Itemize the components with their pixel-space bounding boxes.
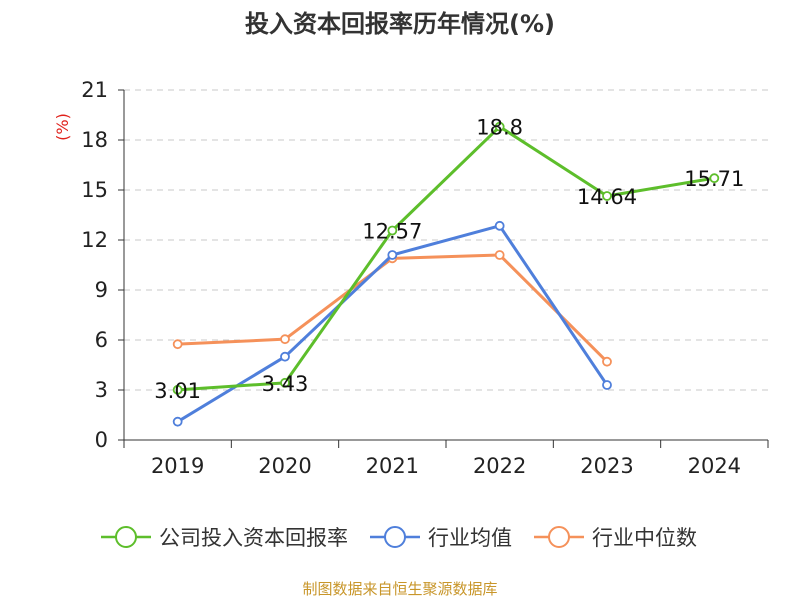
- data-point-2-2019[interactable]: [172, 339, 183, 350]
- x-tick-label-2019: 2019: [151, 454, 204, 478]
- legend-swatch-marker: [384, 526, 406, 548]
- y-tick-label: 0: [95, 428, 108, 452]
- data-point-0-2023[interactable]: [602, 191, 612, 201]
- x-tick-label-2021: 2021: [366, 454, 419, 478]
- y-tick-label: 9: [95, 278, 108, 302]
- data-label-2024: 15.71: [684, 167, 744, 191]
- series-layer: [172, 121, 720, 427]
- y-tick-label: 21: [81, 78, 108, 102]
- data-label-2023: 14.64: [577, 185, 637, 209]
- legend-item-2[interactable]: 行业中位数: [534, 526, 697, 550]
- data-point-0-2024[interactable]: [709, 173, 720, 184]
- chart-title: 投入资本回报率历年情况(%): [245, 10, 555, 38]
- legend-item-1[interactable]: 行业均值: [370, 526, 512, 550]
- y-tick-label: 15: [81, 178, 108, 202]
- legend-item-0[interactable]: 公司投入资本回报率: [101, 526, 348, 550]
- x-tick-label-2023: 2023: [580, 454, 633, 478]
- series-1: [172, 220, 612, 427]
- legend-label: 行业中位数: [592, 526, 697, 550]
- data-label-2021: 12.57: [362, 220, 422, 244]
- data-point-2-2020[interactable]: [280, 334, 290, 345]
- series-line-0: [177, 125, 715, 392]
- legend-label: 行业均值: [428, 526, 512, 550]
- y-tick-label: 3: [95, 378, 108, 402]
- legend-label: 公司投入资本回报率: [159, 526, 348, 550]
- data-labels: 3.01 3.43 12.57 18.8 14.64 15.71: [154, 116, 744, 403]
- data-point-1-2023[interactable]: [602, 380, 612, 390]
- legend-swatch-marker: [115, 526, 137, 548]
- y-tick-label: 18: [81, 128, 108, 152]
- data-point-0-2019[interactable]: [172, 384, 183, 395]
- data-point-1-2021[interactable]: [387, 250, 398, 260]
- data-point-0-2021[interactable]: [387, 225, 398, 236]
- data-label-2020: 3.43: [262, 372, 309, 396]
- data-point-2-2022[interactable]: [494, 250, 505, 260]
- legend[interactable]: 公司投入资本回报率 行业均值 行业中位数: [101, 526, 697, 550]
- series-line-2: [177, 253, 609, 363]
- y-tick-label: 6: [95, 328, 108, 352]
- y-tick-label: 12: [81, 228, 108, 252]
- data-point-1-2022[interactable]: [494, 220, 505, 231]
- legend-swatch-marker: [548, 526, 570, 548]
- data-label-2022: 18.8: [476, 116, 523, 140]
- x-tick-label-2020: 2020: [258, 454, 311, 478]
- x-tick-label-2024: 2024: [688, 454, 741, 478]
- data-point-1-2020[interactable]: [280, 351, 290, 362]
- data-point-0-2022[interactable]: [494, 121, 505, 132]
- x-tick-label-2022: 2022: [473, 454, 526, 478]
- axes: 0 3 6 9 12 15 18 21 2019 2020 2021 2022 2023 2024: [81, 78, 769, 478]
- data-point-2-2023[interactable]: [602, 356, 612, 367]
- data-point-0-2020[interactable]: [280, 377, 290, 388]
- y-axis-unit-label: (%): [53, 113, 72, 141]
- data-point-1-2019[interactable]: [172, 416, 183, 427]
- data-source-note: 制图数据来自恒生聚源数据库: [302, 580, 497, 598]
- series-0: [172, 121, 720, 395]
- series-2: [172, 250, 612, 367]
- data-label-2019: 3.01: [154, 379, 201, 403]
